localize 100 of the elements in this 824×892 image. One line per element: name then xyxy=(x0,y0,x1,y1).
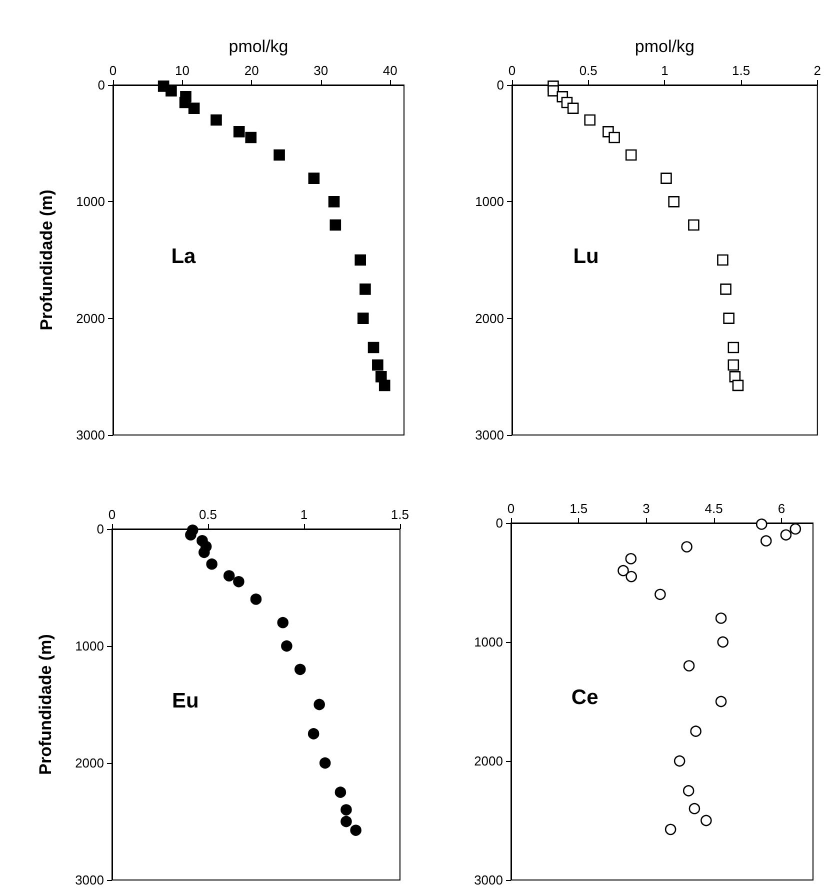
x-tick-label: 0.5 xyxy=(198,507,218,522)
point xyxy=(728,359,740,371)
x-tick-label: 0 xyxy=(508,63,516,78)
point xyxy=(340,804,352,816)
point xyxy=(700,814,712,826)
point xyxy=(368,342,380,354)
point xyxy=(277,616,289,628)
y-tick-label: 3000 xyxy=(76,428,105,442)
x-tick-label: 0.5 xyxy=(579,63,598,78)
x-tick-label: 1.5 xyxy=(732,63,750,78)
point xyxy=(350,824,362,836)
point xyxy=(756,518,768,530)
x-tick-label: 1.5 xyxy=(390,507,410,522)
y-tick-label: 3000 xyxy=(475,428,504,442)
point xyxy=(357,312,369,324)
point xyxy=(281,640,292,652)
x-tick-label: 1 xyxy=(661,63,668,78)
point xyxy=(668,196,680,208)
point xyxy=(654,588,666,600)
point xyxy=(690,726,702,737)
y-tick-label: 0 xyxy=(98,78,105,92)
annotation: La xyxy=(171,245,196,268)
y-tick-label: 1000 xyxy=(474,634,503,650)
point xyxy=(314,698,325,710)
y-tick-label: 0 xyxy=(96,522,104,536)
point xyxy=(308,172,320,184)
point xyxy=(308,728,320,740)
x-tick-label: 10 xyxy=(175,63,190,78)
x-tick-label: 40 xyxy=(382,63,398,78)
point xyxy=(715,612,727,624)
point xyxy=(372,359,384,371)
annotation: Lu xyxy=(573,245,599,268)
point xyxy=(780,529,792,541)
x-tick-label: 3 xyxy=(642,501,650,516)
x-tick-label: 0 xyxy=(108,507,116,522)
y-tick-label: 3000 xyxy=(75,872,104,888)
point xyxy=(223,570,235,582)
point xyxy=(760,535,772,546)
y-tick-label: 1000 xyxy=(75,638,104,654)
point xyxy=(683,660,695,672)
point xyxy=(715,696,727,708)
x-tick-label: 20 xyxy=(244,63,259,78)
point xyxy=(688,219,700,231)
y-axis-title: Profundidade (m) xyxy=(36,634,55,775)
y-tick-label: 2000 xyxy=(75,756,104,770)
y-tick-label: 1000 xyxy=(475,194,504,210)
point xyxy=(608,132,620,144)
point xyxy=(618,564,629,576)
point xyxy=(717,254,728,266)
x-tick-label: 0 xyxy=(109,63,117,78)
y-tick-label: 2000 xyxy=(475,310,504,326)
point xyxy=(360,284,371,295)
point xyxy=(185,529,196,540)
x-tick-label: 30 xyxy=(314,63,328,78)
point xyxy=(548,85,559,96)
point xyxy=(660,172,672,184)
x-axis-title: pmol/kg xyxy=(634,37,694,56)
point xyxy=(188,102,200,114)
point xyxy=(354,254,366,266)
point xyxy=(340,816,352,828)
point xyxy=(328,196,340,208)
y-tick-label: 1000 xyxy=(76,194,105,210)
point xyxy=(206,558,218,570)
point xyxy=(378,380,390,392)
point xyxy=(732,380,744,392)
point xyxy=(334,786,346,798)
point xyxy=(330,219,342,231)
point xyxy=(688,802,700,814)
y-axis-title: Profundidade (m) xyxy=(37,190,56,330)
point xyxy=(728,342,740,354)
point xyxy=(674,755,686,767)
point xyxy=(584,114,596,126)
point xyxy=(717,636,728,648)
x-tick-label: 1.5 xyxy=(570,501,588,516)
annotation: Ce xyxy=(571,686,598,710)
x-tick-label: 4.5 xyxy=(704,501,723,516)
point xyxy=(626,570,637,582)
point xyxy=(567,102,579,114)
point xyxy=(274,149,285,161)
x-tick-label: 2 xyxy=(814,63,821,78)
point xyxy=(723,312,734,324)
point xyxy=(210,114,222,126)
x-tick-label: 1 xyxy=(300,507,308,522)
x-tick-label: 6 xyxy=(778,501,786,516)
point xyxy=(720,284,732,295)
point xyxy=(625,553,637,564)
point xyxy=(198,546,210,558)
x-tick-label: 0 xyxy=(507,501,515,516)
point xyxy=(233,576,244,588)
point xyxy=(664,824,676,836)
point xyxy=(790,523,802,535)
point xyxy=(294,664,306,676)
y-tick-label: 3000 xyxy=(474,872,503,888)
point xyxy=(250,594,262,605)
y-tick-label: 2000 xyxy=(76,310,105,326)
y-tick-label: 0 xyxy=(496,78,504,92)
point xyxy=(245,132,257,144)
point xyxy=(681,541,692,552)
point xyxy=(319,757,331,769)
y-tick-label: 2000 xyxy=(474,754,503,768)
